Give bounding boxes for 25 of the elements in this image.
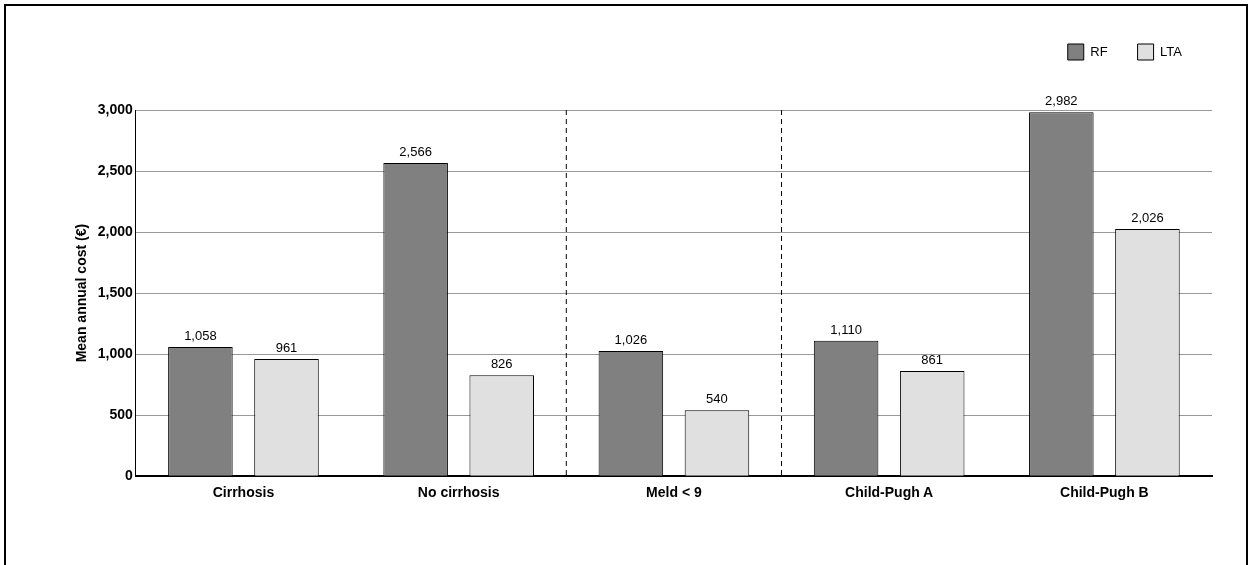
x-tick-label: Child-Pugh A xyxy=(845,484,934,501)
data-label: 1,058 xyxy=(184,328,217,344)
data-label: 1,110 xyxy=(830,321,862,337)
y-tick-label: 0 xyxy=(125,467,134,484)
x-tick-label: Meld < 9 xyxy=(646,484,702,501)
y-tick-label: 1,000 xyxy=(97,344,134,361)
x-tick-label: No cirrhosis xyxy=(417,484,500,501)
y-tick-label: 3,000 xyxy=(97,100,134,117)
data-label: 2,982 xyxy=(1045,93,1078,109)
x-tick-label: Cirrhosis xyxy=(212,484,275,501)
data-label: 540 xyxy=(706,391,728,407)
data-label: 826 xyxy=(490,356,513,372)
data-label: 861 xyxy=(921,352,944,368)
y-tick-label: 2,500 xyxy=(97,161,134,178)
y-axis-title: Mean annual cost (€) xyxy=(73,223,90,363)
legend-label: LTA xyxy=(1160,43,1183,59)
y-tick-label: 1,500 xyxy=(97,283,134,300)
data-label: 2,026 xyxy=(1131,209,1164,225)
data-label: 2,566 xyxy=(399,144,432,160)
data-label: 1,026 xyxy=(614,332,648,348)
y-tick-label: 2,000 xyxy=(97,222,134,239)
x-tick-label: Child-Pugh B xyxy=(1060,484,1149,501)
data-label: 961 xyxy=(275,339,298,355)
y-tick-label: 500 xyxy=(109,406,134,423)
legend-label: RF xyxy=(1090,43,1108,59)
